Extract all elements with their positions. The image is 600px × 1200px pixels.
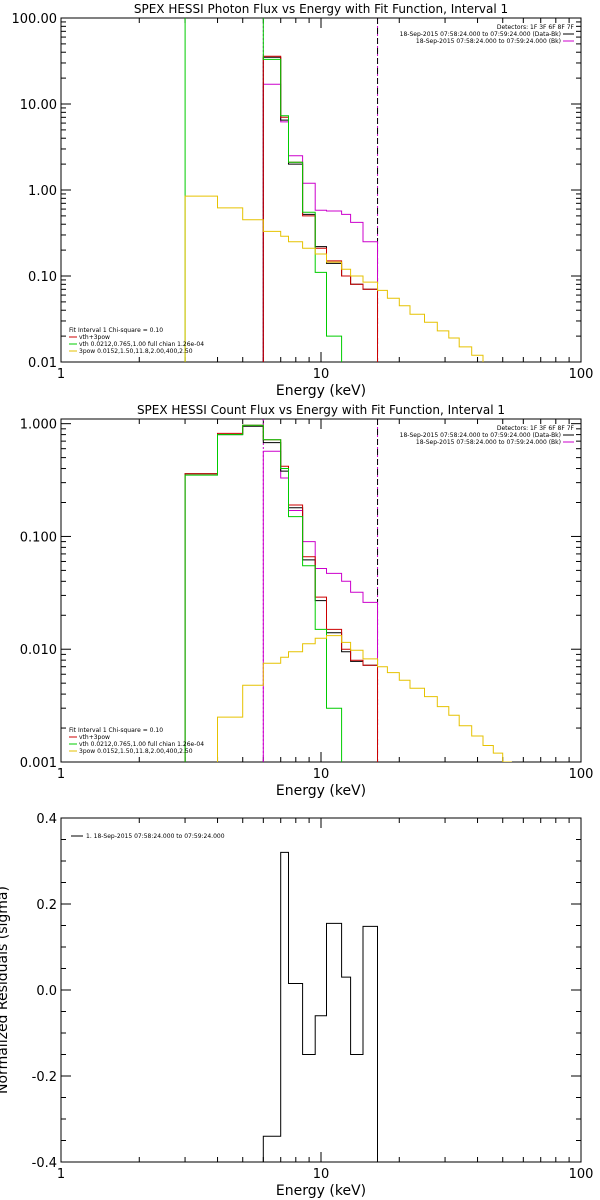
fit-legend-header: Fit Interval 1 Chi-square = 0.10: [69, 327, 163, 334]
fit-legend-header: Fit Interval 1 Chi-square = 0.10: [69, 727, 163, 734]
fit-legend-label: vth+3pow: [79, 334, 110, 341]
plot-area: [184, 419, 512, 762]
plot-area: [262, 851, 378, 1162]
x-tick-label: 1: [57, 767, 65, 782]
fit-legend-label: 3pow 0.0152,1.50,11.8,2.00,400,2.50: [79, 348, 193, 355]
y-tick-label: 0.01: [28, 356, 57, 371]
series-0-step-line: [262, 851, 378, 1162]
series-3-step-line: [184, 424, 343, 762]
x-tick-label: 1: [57, 367, 65, 382]
plot-frame: [60, 418, 582, 763]
y-tick-label: 0.010: [20, 643, 57, 658]
header-legend-label: 18-Sep-2015 07:58:24.000 to 07:59:24.000…: [416, 439, 561, 446]
x-tick-label: 100: [569, 367, 594, 382]
y-tick-label: 0.2: [36, 898, 57, 913]
y-tick-label: 1.00: [28, 184, 57, 199]
y-tick-label: 0.10: [28, 270, 57, 285]
y-tick-label: 1.000: [20, 418, 57, 433]
count-flux-panel: SPEX HESSI Count Flux vs Energy with Fit…: [20, 403, 594, 799]
fit-legend-label: 3pow 0.0152,1.50,11.8,2.00,400,2.50: [79, 748, 193, 755]
y-tick-label: 0.4: [36, 812, 57, 827]
y-tick-label: -0.2: [32, 1070, 57, 1085]
series-1-step-line: [184, 425, 378, 762]
plot-frame: [60, 817, 582, 1163]
residuals-panel: 1 10 100 Energy (keV) -0.4 -0.2 0.0 0.2 0.4 Norma…: [0, 812, 593, 1199]
x-tick-label: 10: [313, 367, 330, 382]
x-tick-label: 100: [569, 1167, 594, 1182]
fit-legend-label: vth+3pow: [79, 734, 110, 741]
y-tick-label: 0.001: [20, 756, 57, 771]
chart-title: SPEX HESSI Count Flux vs Energy with Fit…: [137, 403, 505, 417]
x-axis-label: Energy (keV): [276, 783, 366, 799]
x-tick-label: 10: [313, 767, 330, 782]
x-axis-label: Energy (keV): [276, 383, 366, 399]
y-tick-label: -0.4: [32, 1156, 57, 1171]
plot-area: [184, 18, 484, 362]
series-2-step-line: [184, 424, 378, 762]
fit-legend-label: vth 0.0212,0.765,1.00 full chian 1.26e-0…: [79, 341, 204, 348]
y-tick-label: 0.0: [36, 984, 57, 999]
series-0-step-line: [262, 83, 378, 362]
fit-legend-label: vth 0.0212,0.765,1.00 full chian 1.26e-0…: [79, 741, 204, 748]
y-axis-label: Normalized Residuals (sigma): [0, 886, 11, 1094]
y-tick-label: 10.00: [20, 98, 57, 113]
x-tick-label: 1: [57, 1167, 65, 1182]
series-4-step-line: [217, 635, 512, 762]
chart-title: SPEX HESSI Photon Flux vs Energy with Fi…: [134, 2, 508, 16]
y-tick-label: 100.00: [12, 12, 58, 27]
series-0-step-line: [262, 450, 378, 762]
y-tick-label: 0.100: [20, 530, 57, 545]
x-tick-label: 100: [569, 767, 594, 782]
header-legend-label: 18-Sep-2015 07:58:24.000 to 07:59:24.000…: [400, 31, 561, 38]
header-legend-label: 18-Sep-2015 07:58:24.000 to 07:59:24.000…: [400, 432, 561, 439]
x-tick-label: 10: [313, 1167, 330, 1182]
header-legend-label: 18-Sep-2015 07:58:24.000 to 07:59:24.000…: [416, 38, 561, 45]
detectors-label: Detectors: 1F 3F 6F 8F 7F: [497, 24, 575, 31]
plot-frame: [60, 17, 582, 363]
series-4-step-line: [184, 195, 484, 362]
series-3-step-line: [184, 18, 343, 362]
legend-label: 1. 18-Sep-2015 07:58:24.000 to 07:59:24.…: [86, 833, 225, 840]
detectors-label: Detectors: 1F 3F 6F 8F 7F: [497, 425, 575, 432]
series-2-step-line: [262, 55, 378, 362]
x-axis-label: Energy (keV): [276, 1183, 366, 1199]
photon-flux-panel: SPEX HESSI Photon Flux vs Energy with Fi…: [12, 2, 594, 399]
